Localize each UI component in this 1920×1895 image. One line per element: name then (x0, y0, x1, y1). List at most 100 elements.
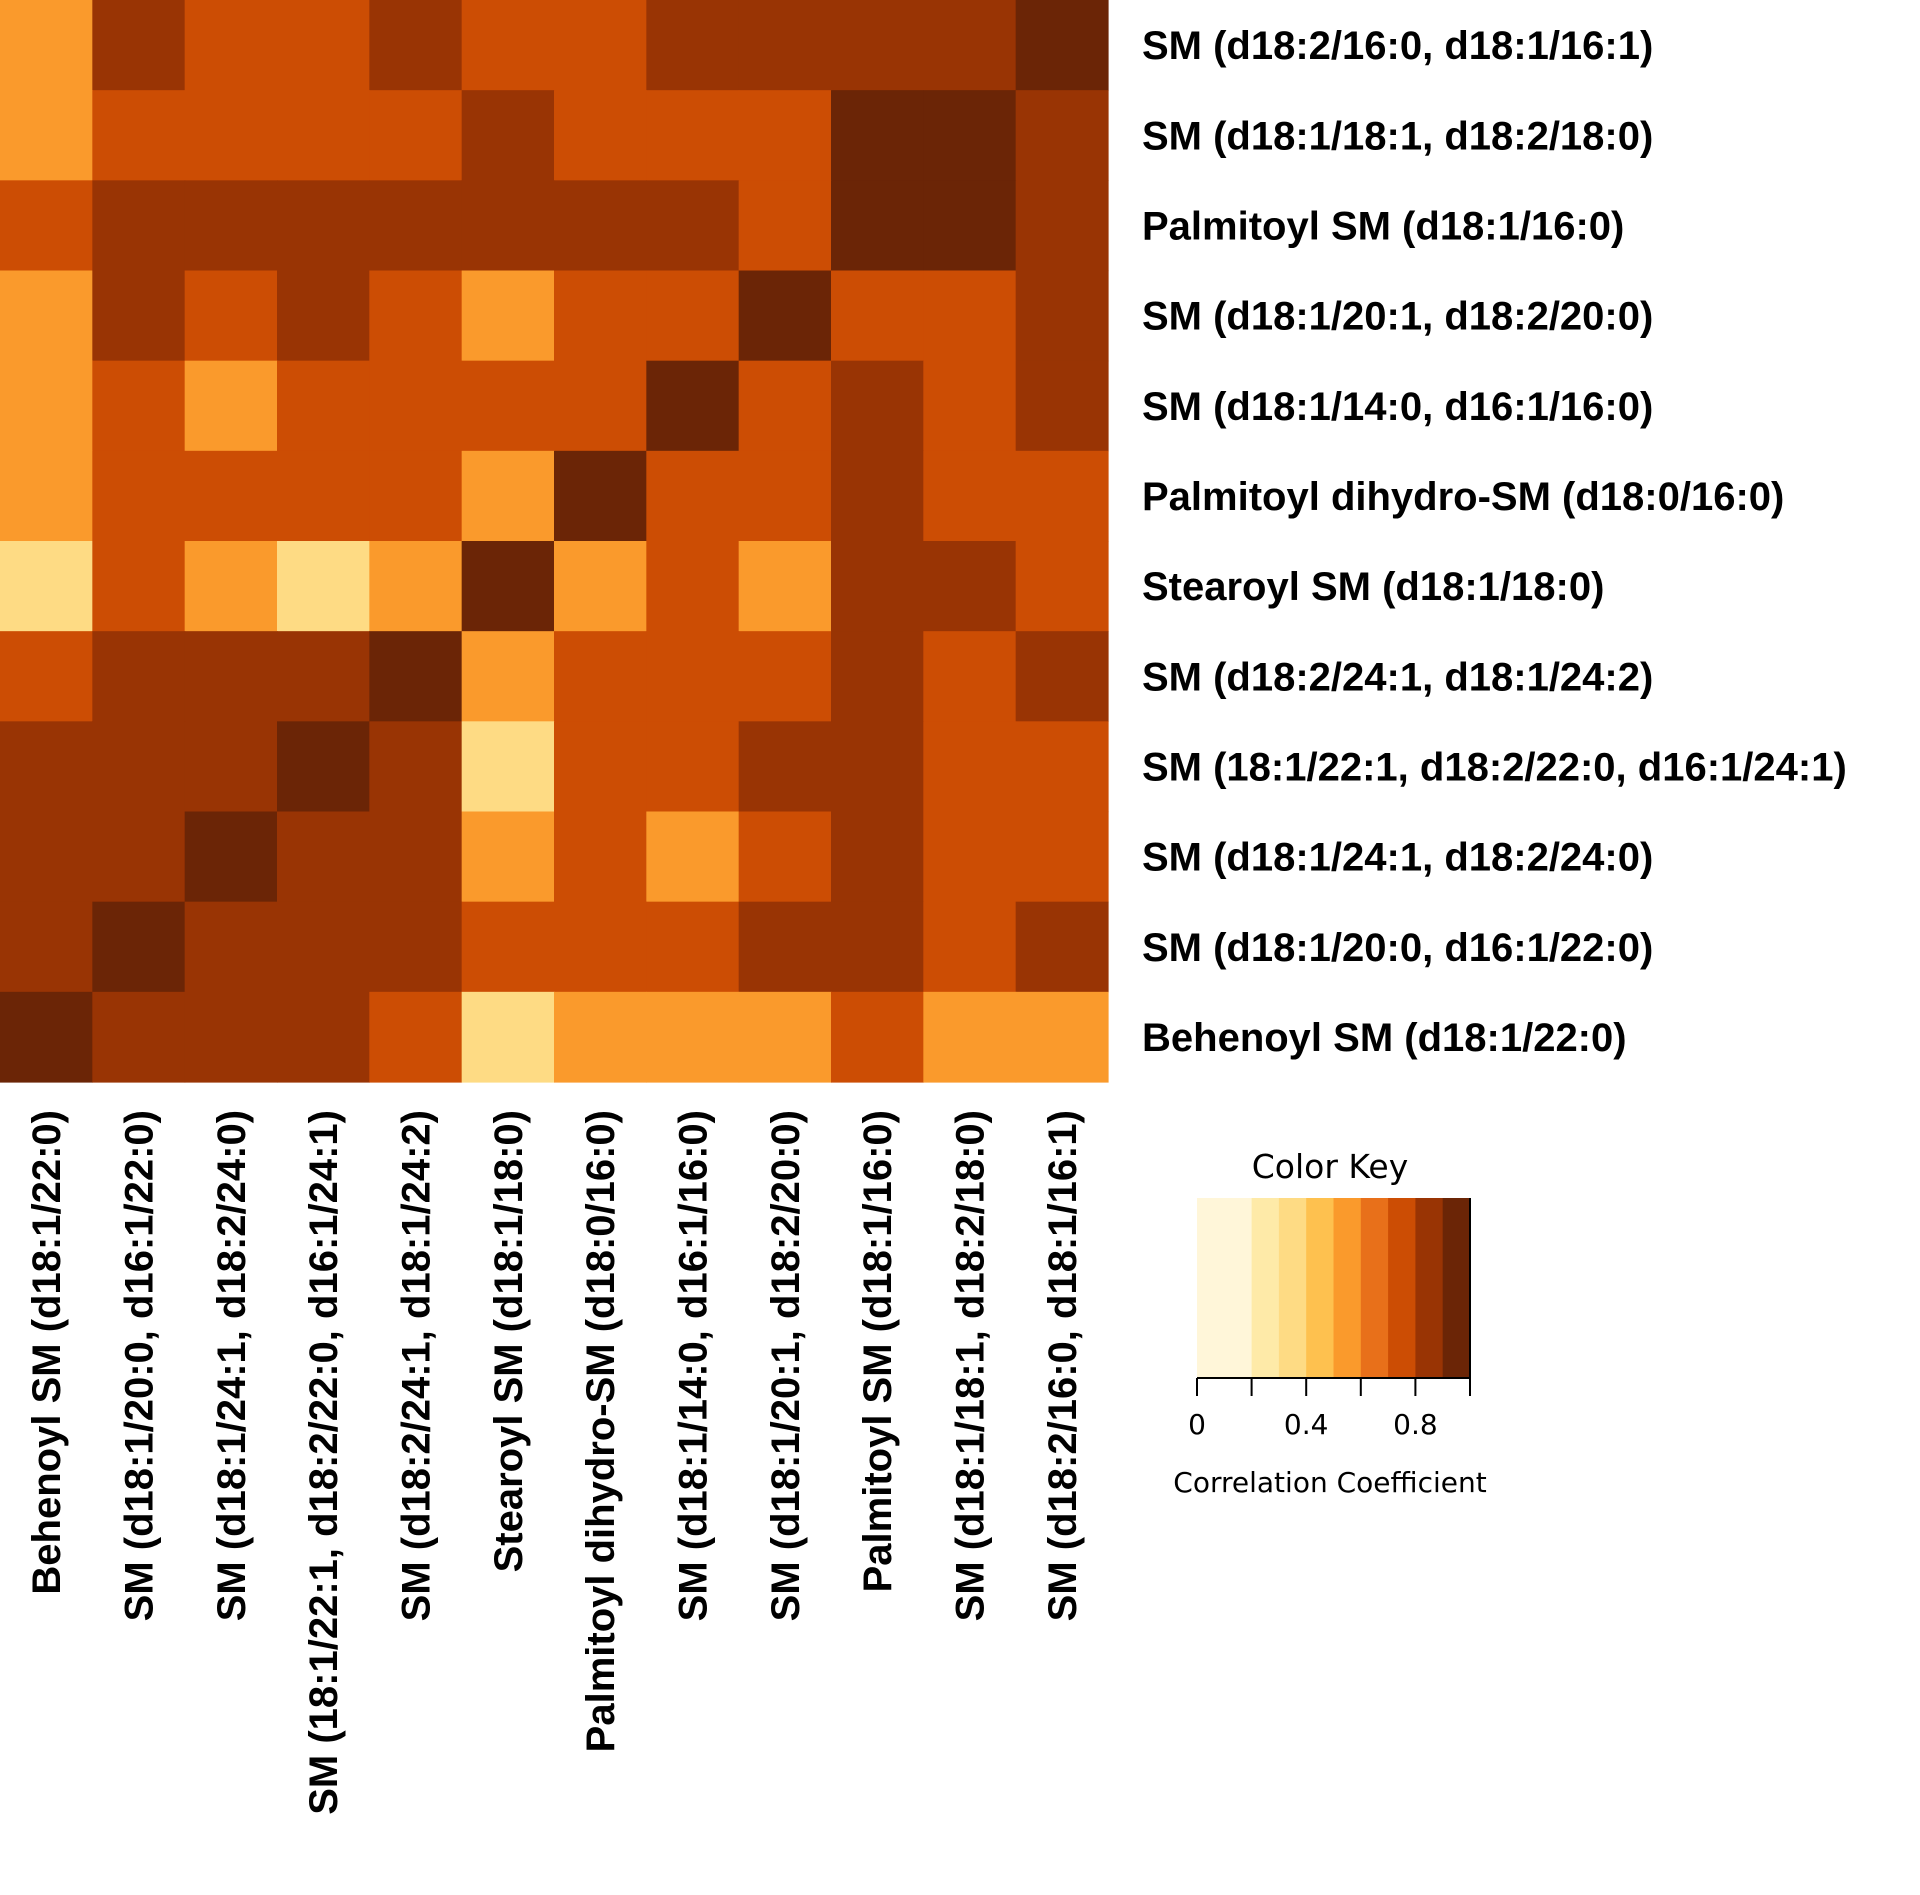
heatmap-cell (923, 0, 1017, 91)
heatmap-cell (184, 450, 278, 542)
heatmap-cell (92, 360, 186, 452)
column-labels: Behenoyl SM (d18:1/22:0) SM (d18:1/20:0, … (25, 1110, 1085, 1815)
color-key-bin (1306, 1198, 1334, 1378)
row-label: Stearoyl SM (d18:1/18:0) (1142, 565, 1604, 609)
color-key-bin (1415, 1198, 1444, 1378)
heatmap-cell (554, 631, 647, 722)
heatmap-cell (923, 991, 1017, 1083)
heatmap-cell (923, 541, 1017, 632)
heatmap-cell (92, 991, 186, 1083)
heatmap-cell (646, 360, 740, 452)
heatmap-cell (461, 811, 555, 903)
heatmap-cell (369, 811, 463, 903)
heatmap-cell (738, 541, 832, 632)
heatmap-cell (184, 901, 278, 993)
heatmap-cell (92, 811, 186, 903)
heatmap-cells (0, 0, 1109, 1083)
heatmap-cell (646, 991, 740, 1083)
heatmap-cell (554, 991, 647, 1083)
column-label: SM (d18:1/24:1, d18:2/24:0) (210, 1110, 254, 1621)
heatmap-cell (923, 90, 1017, 181)
heatmap-cell (0, 360, 93, 452)
heatmap-cell (738, 360, 832, 452)
heatmap-cell (369, 450, 463, 542)
column-label: Palmitoyl SM (d18:1/16:0) (856, 1110, 900, 1592)
color-key-bin (1197, 1198, 1253, 1378)
heatmap-cell (831, 541, 924, 632)
heatmap-cell (0, 180, 93, 272)
heatmap-cell (738, 90, 832, 181)
heatmap-cell (923, 631, 1017, 722)
heatmap-cell (369, 90, 463, 181)
row-label: SM (d18:1/14:0, d16:1/16:0) (1142, 385, 1653, 429)
column-label: SM (18:1/22:1, d18:2/22:0, d16:1/24:1) (302, 1110, 346, 1815)
color-key-bins (1197, 1198, 1471, 1378)
column-label: SM (d18:2/16:0, d18:1/16:1) (1041, 1110, 1085, 1621)
row-label: SM (d18:1/24:1, d18:2/24:0) (1142, 836, 1653, 880)
color-key-title: Color Key (1252, 1147, 1408, 1186)
heatmap-cell (554, 450, 647, 542)
heatmap-cell (1015, 811, 1109, 903)
heatmap-cell (184, 541, 278, 632)
heatmap-cell (923, 270, 1017, 362)
column-label: SM (d18:1/20:0, d16:1/22:0) (118, 1110, 162, 1621)
heatmap-cell (369, 360, 463, 452)
heatmap-cell (0, 901, 93, 993)
heatmap-cell (92, 270, 186, 362)
heatmap-cell (369, 631, 463, 722)
heatmap-cell (554, 0, 647, 91)
heatmap-cell (184, 360, 278, 452)
heatmap-cell (369, 180, 463, 272)
heatmap-cell (1015, 631, 1109, 722)
heatmap-cell (461, 90, 555, 181)
color-key-bin (1333, 1198, 1362, 1378)
heatmap-cell (92, 901, 186, 993)
heatmap-cell (461, 360, 555, 452)
heatmap-cell (831, 811, 924, 903)
column-label: Palmitoyl dihydro-SM (d18:0/16:0) (579, 1110, 623, 1752)
heatmap-cell (738, 721, 832, 813)
heatmap-cell (277, 541, 370, 632)
column-label: Behenoyl SM (d18:1/22:0) (25, 1110, 69, 1595)
row-label: SM (d18:2/16:0, d18:1/16:1) (1142, 24, 1653, 68)
heatmap-cell (646, 541, 740, 632)
heatmap-cell (461, 450, 555, 542)
heatmap-cell (277, 811, 370, 903)
heatmap-cell (646, 450, 740, 542)
heatmap-cell (738, 811, 832, 903)
heatmap-cell (461, 721, 555, 813)
heatmap-cell (369, 721, 463, 813)
heatmap-cell (369, 991, 463, 1083)
heatmap-cell (1015, 991, 1109, 1083)
heatmap-cell (831, 901, 924, 993)
heatmap-cell (277, 0, 370, 91)
heatmap-cell (738, 270, 832, 362)
heatmap-cell (461, 180, 555, 272)
row-label: SM (d18:1/20:0, d16:1/22:0) (1142, 926, 1653, 970)
heatmap-cell (738, 631, 832, 722)
column-label: SM (d18:1/14:0, d16:1/16:0) (672, 1110, 716, 1621)
heatmap-cell (92, 450, 186, 542)
heatmap-cell (184, 270, 278, 362)
color-key-tick-label: 0.8 (1393, 1408, 1438, 1441)
color-key-axis-label: Correlation Coefficient (1173, 1466, 1486, 1499)
heatmap-cell (646, 631, 740, 722)
heatmap-cell (738, 450, 832, 542)
heatmap-cell (554, 541, 647, 632)
heatmap-cell (92, 180, 186, 272)
heatmap-cell (92, 631, 186, 722)
heatmap-cell (0, 811, 93, 903)
heatmap-cell (831, 450, 924, 542)
heatmap-cell (92, 0, 186, 91)
heatmap-cell (923, 360, 1017, 452)
heatmap-cell (554, 90, 647, 181)
column-label: SM (d18:1/18:1, d18:2/18:0) (949, 1110, 993, 1621)
heatmap-cell (923, 721, 1017, 813)
row-label: Palmitoyl SM (d18:1/16:0) (1142, 204, 1624, 248)
heatmap-cell (0, 270, 93, 362)
heatmap-cell (646, 270, 740, 362)
row-label: Palmitoyl dihydro-SM (d18:0/16:0) (1142, 475, 1784, 519)
heatmap-cell (554, 360, 647, 452)
heatmap-cell (1015, 450, 1109, 542)
row-label: SM (18:1/22:1, d18:2/22:0, d16:1/24:1) (1142, 745, 1847, 789)
